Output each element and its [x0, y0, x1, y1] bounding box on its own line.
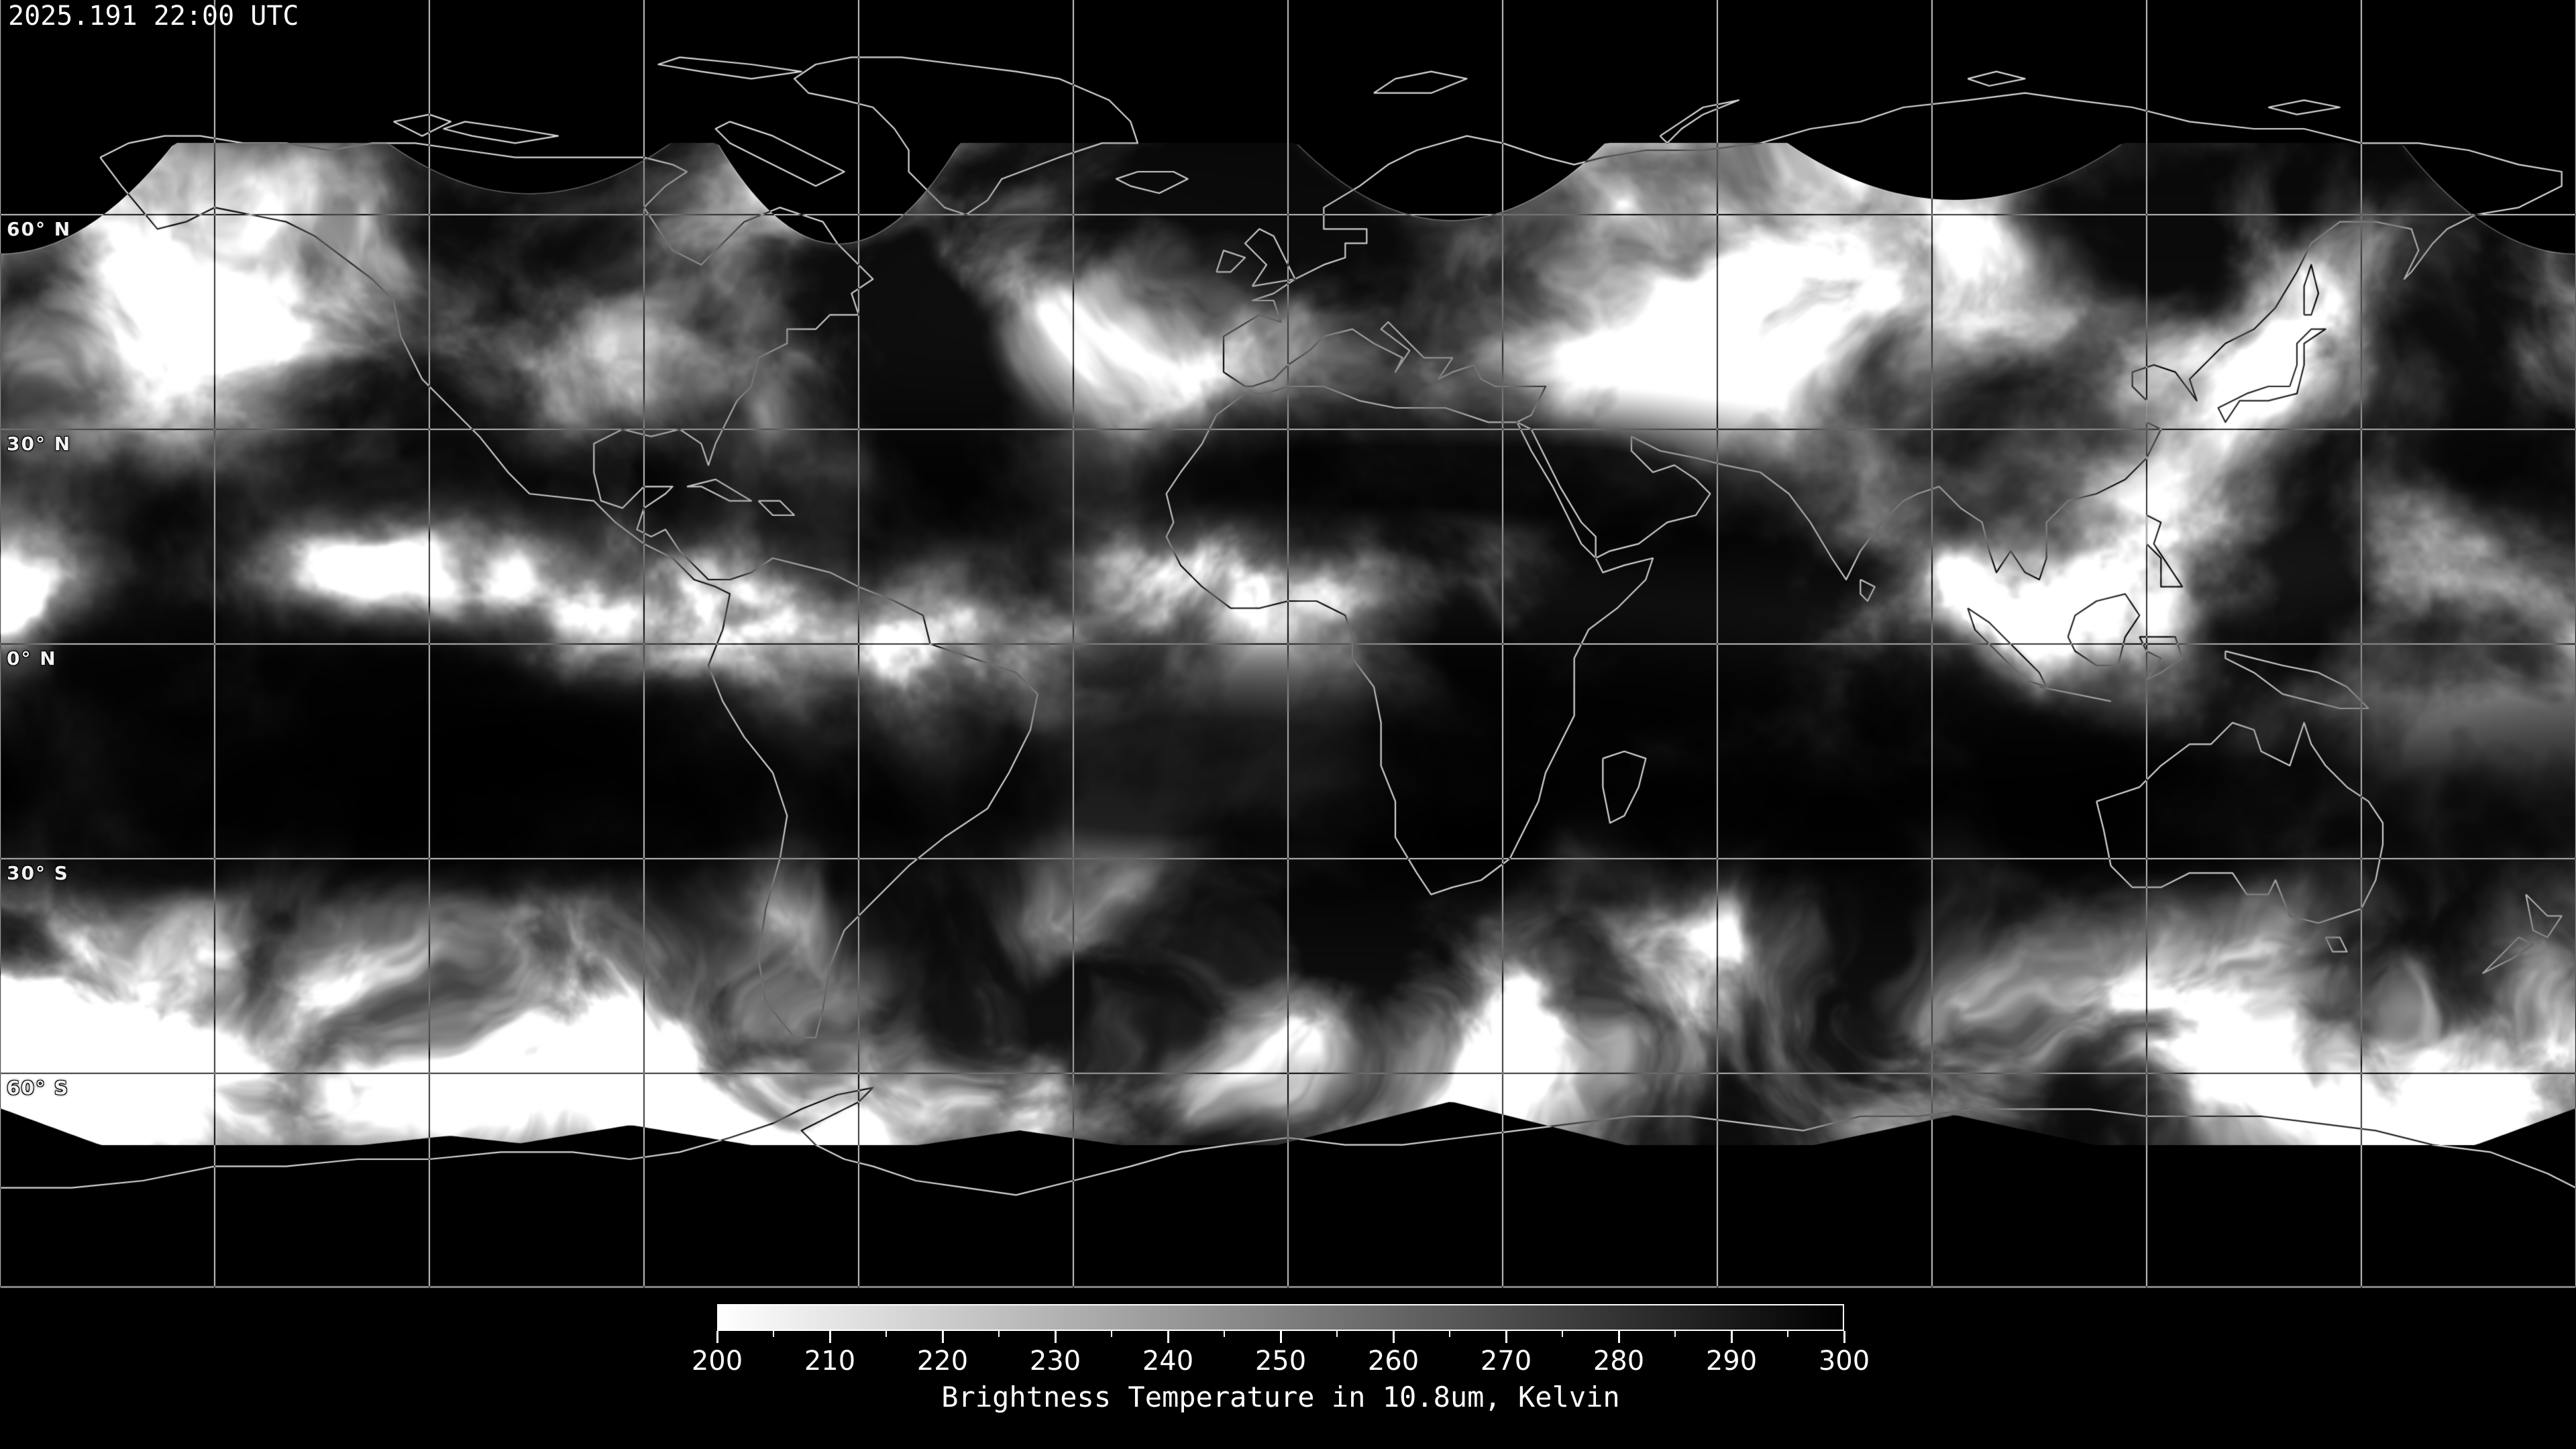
satellite-imagery-canvas [0, 0, 2576, 1449]
satellite-composite-view: 2025.191 22:00 UTC 60° N 30° N 0° N 30° S 60… [0, 0, 2576, 1449]
